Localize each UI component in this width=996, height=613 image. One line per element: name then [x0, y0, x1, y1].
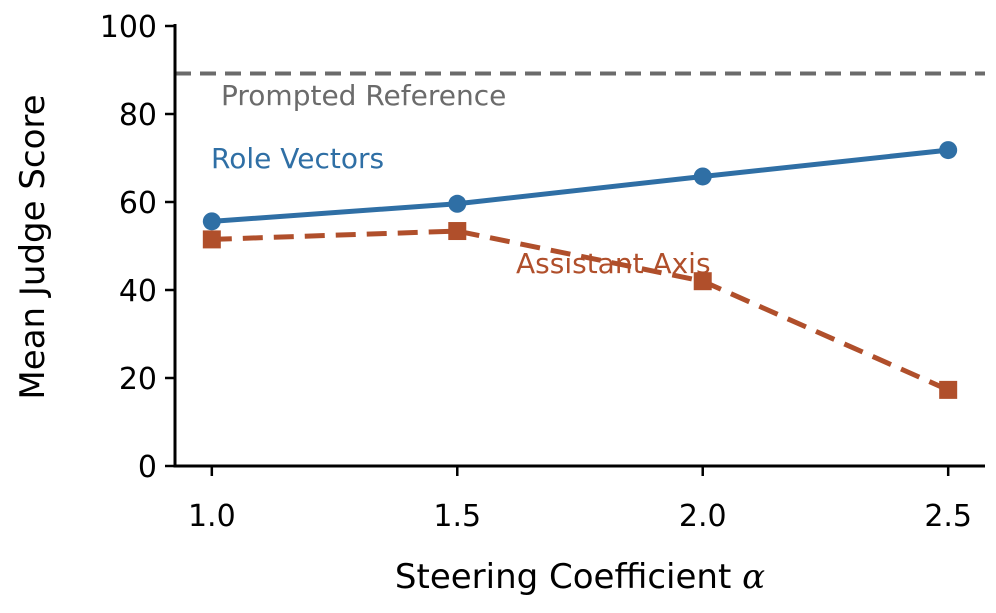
y-tick-label: 0 — [138, 450, 157, 485]
series-line — [211, 228, 950, 393]
data-point-square — [939, 380, 958, 399]
series-label-assistant-axis: Assistant Axis — [516, 247, 711, 280]
y-tick-label: 20 — [119, 362, 157, 397]
data-point-circle — [448, 194, 467, 213]
y-tick-label: 80 — [119, 98, 157, 133]
y-tick-label: 60 — [119, 186, 157, 221]
data-point-circle — [202, 212, 221, 231]
data-point-square — [202, 230, 221, 249]
series-layer — [202, 141, 958, 399]
x-tick-label: 2.5 — [924, 499, 972, 534]
series-line — [211, 147, 949, 224]
data-point-circle — [693, 167, 712, 186]
y-tick-label: 40 — [119, 274, 157, 309]
data-point-circle — [939, 141, 958, 160]
series-label-role-vectors: Role Vectors — [211, 142, 384, 175]
x-axis-title: Steering Coefficient α — [395, 557, 765, 597]
data-point-square — [448, 222, 467, 241]
labels-layer: Steering Coefficient α Mean Judge Score Ro… — [13, 79, 765, 597]
axes-layer: 0 20 40 60 80 100 1.0 1.5 2.0 2.5 — [100, 10, 985, 534]
x-tick-label: 1.5 — [433, 499, 481, 534]
y-axis-title: Mean Judge Score — [13, 94, 53, 399]
series-assistant-axis — [202, 222, 958, 399]
data-point-square — [693, 272, 712, 291]
series-role-vectors — [202, 141, 958, 231]
y-tick-label: 100 — [100, 10, 157, 45]
x-tick-label: 1.0 — [188, 499, 236, 534]
reference-label: Prompted Reference — [221, 79, 506, 112]
x-tick-label: 2.0 — [679, 499, 727, 534]
